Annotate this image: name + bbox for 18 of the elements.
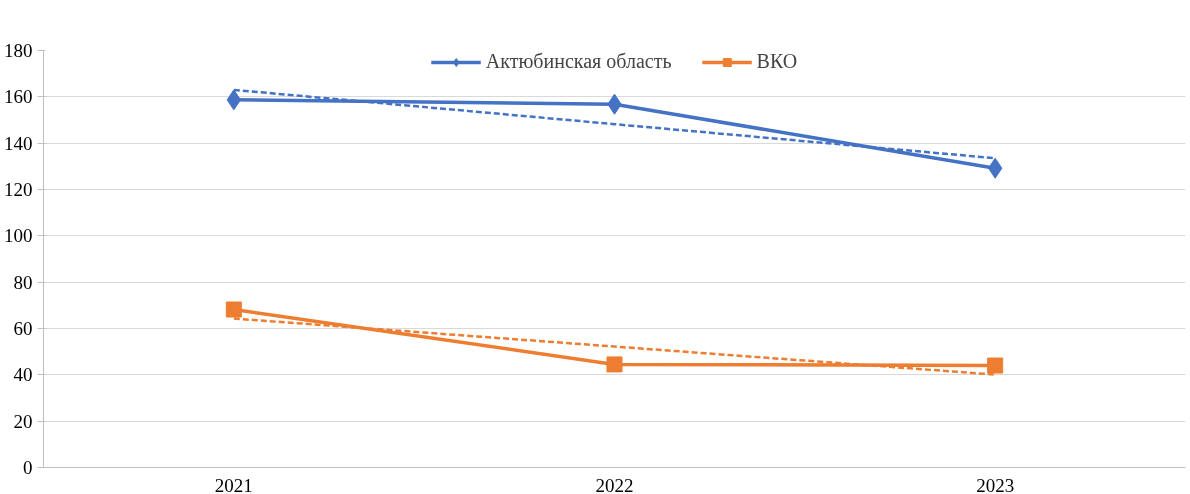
x-tick-label: 2021 bbox=[214, 474, 253, 494]
point bbox=[987, 357, 1004, 374]
x-tick-label: 2022 bbox=[595, 474, 634, 494]
y-tick-label: 140 bbox=[4, 132, 33, 154]
y-tick-label: 180 bbox=[4, 40, 33, 61]
point bbox=[606, 356, 623, 373]
y-tick-label: 60 bbox=[13, 318, 33, 339]
point bbox=[225, 301, 242, 318]
y-tick-label: 80 bbox=[13, 271, 33, 293]
x-tick-label: 2023 bbox=[976, 474, 1015, 494]
y-tick-label: 100 bbox=[4, 225, 33, 247]
y-tick-label: 160 bbox=[4, 86, 33, 108]
y-tick-label: 120 bbox=[4, 179, 33, 200]
y-tick-label: 20 bbox=[13, 410, 33, 432]
legend-label: ВКО bbox=[756, 50, 798, 73]
legend-label: Актюбинская область bbox=[485, 50, 672, 73]
y-tick-label: 40 bbox=[13, 364, 33, 386]
y-tick-label: 0 bbox=[23, 457, 33, 478]
